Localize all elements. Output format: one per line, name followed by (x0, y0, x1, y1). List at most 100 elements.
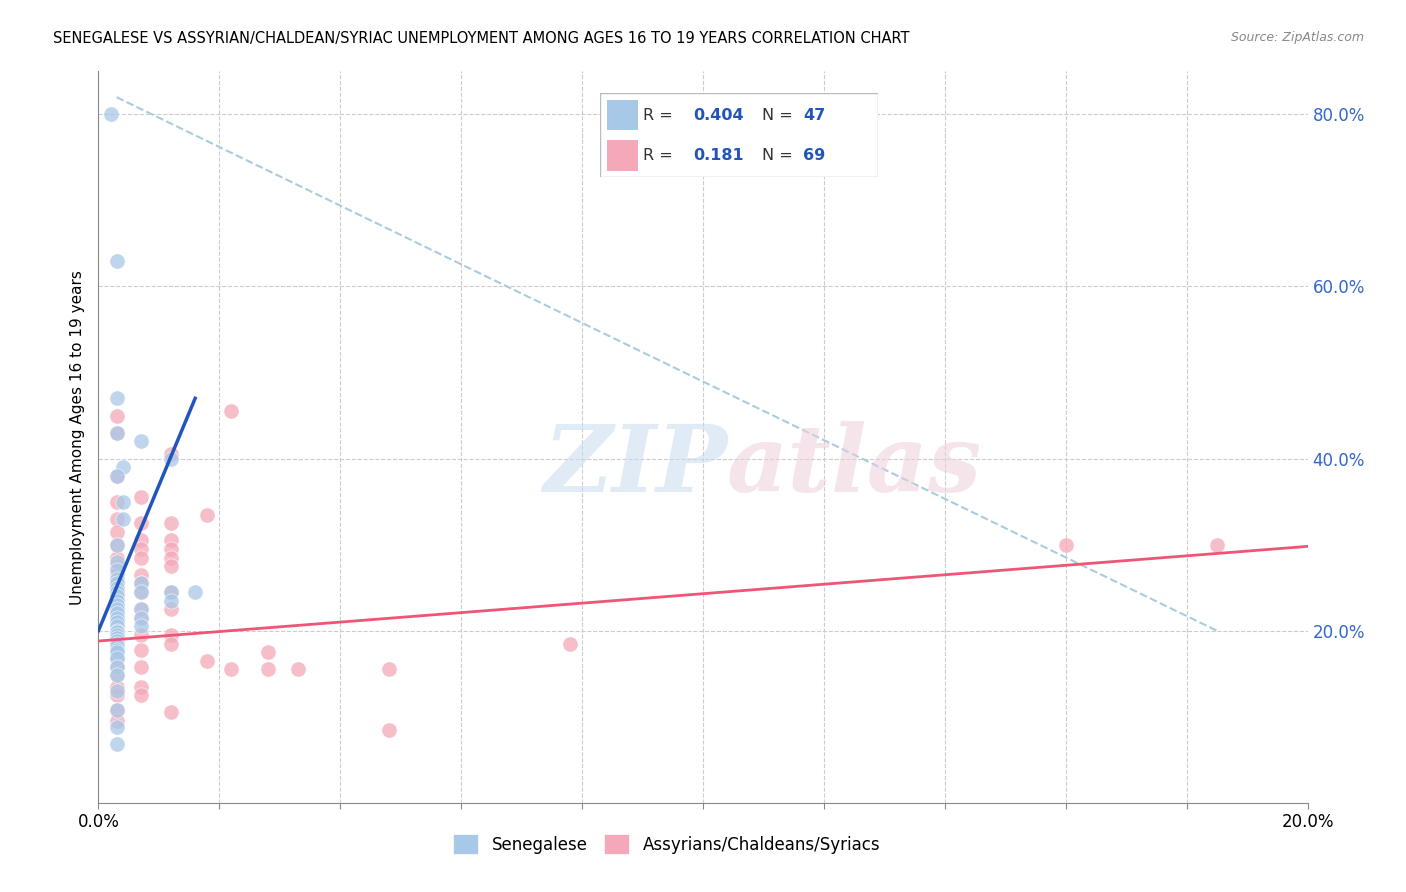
Point (105, 607, 128, 621)
Point (129, 585, 152, 599)
Point (105, 625, 128, 640)
Point (105, 642, 128, 657)
Point (100, 107, 122, 121)
Point (105, 581, 128, 595)
Point (105, 602, 128, 616)
Point (105, 628, 128, 642)
Point (105, 637, 128, 651)
Point (256, 662, 278, 676)
Point (129, 660, 152, 674)
Point (105, 668, 128, 682)
Point (105, 581, 128, 595)
Point (221, 404, 243, 418)
Point (105, 585, 128, 599)
Point (105, 585, 128, 599)
Point (129, 434, 152, 449)
Point (105, 593, 128, 607)
Point (105, 714, 128, 728)
Point (195, 654, 218, 668)
Point (105, 688, 128, 702)
Point (105, 567, 128, 582)
Text: atlas: atlas (727, 421, 983, 511)
Point (105, 253, 128, 268)
Point (105, 576, 128, 591)
Point (105, 550, 128, 565)
Point (105, 637, 128, 651)
Point (160, 706, 183, 720)
Point (111, 460, 134, 475)
Point (105, 589, 128, 603)
Point (105, 651, 128, 665)
Point (105, 611, 128, 625)
Point (129, 576, 152, 591)
Point (160, 628, 183, 642)
Point (160, 559, 183, 574)
Point (105, 615, 128, 629)
Point (160, 451, 183, 466)
Point (1206, 538, 1229, 552)
Point (105, 425, 128, 440)
Point (129, 567, 152, 582)
Point (129, 491, 152, 505)
Point (105, 607, 128, 621)
Point (129, 516, 152, 530)
Point (105, 538, 128, 552)
Text: Source: ZipAtlas.com: Source: ZipAtlas.com (1230, 31, 1364, 45)
Point (105, 615, 128, 629)
Point (105, 624, 128, 638)
Point (105, 624, 128, 638)
Point (105, 737, 128, 751)
Point (105, 703, 128, 717)
Point (287, 662, 309, 676)
Point (160, 585, 183, 599)
Point (184, 585, 207, 599)
Point (105, 634, 128, 648)
Point (105, 631, 128, 645)
Point (195, 508, 218, 522)
Point (105, 598, 128, 612)
Point (105, 598, 128, 612)
Point (160, 602, 183, 616)
Point (129, 619, 152, 633)
Point (256, 645, 278, 659)
Point (105, 619, 128, 633)
Point (105, 409, 128, 423)
Point (105, 651, 128, 665)
Point (111, 494, 134, 508)
Point (129, 680, 152, 694)
Point (160, 637, 183, 651)
Point (105, 611, 128, 625)
Point (105, 645, 128, 659)
Point (105, 524, 128, 539)
Point (377, 662, 399, 676)
Point (129, 576, 152, 591)
Point (105, 572, 128, 586)
Point (105, 720, 128, 734)
Text: ZIP: ZIP (543, 421, 727, 511)
Text: SENEGALESE VS ASSYRIAN/CHALDEAN/SYRIAC UNEMPLOYMENT AMONG AGES 16 TO 19 YEARS CO: SENEGALESE VS ASSYRIAN/CHALDEAN/SYRIAC U… (53, 31, 910, 46)
Point (105, 538, 128, 552)
Point (129, 550, 152, 565)
Point (558, 637, 581, 651)
Point (129, 585, 152, 599)
Point (160, 550, 183, 565)
Point (105, 559, 128, 574)
Point (105, 593, 128, 607)
Point (105, 555, 128, 569)
Point (160, 541, 183, 556)
Point (129, 611, 152, 625)
Point (160, 516, 183, 530)
Point (105, 703, 128, 717)
Point (160, 585, 183, 599)
Point (129, 611, 152, 625)
Point (129, 602, 152, 616)
Y-axis label: Unemployment Among Ages 16 to 19 years: Unemployment Among Ages 16 to 19 years (69, 269, 84, 605)
Point (105, 632, 128, 647)
Point (105, 680, 128, 694)
Point (105, 494, 128, 508)
Point (1054, 538, 1077, 552)
Point (105, 619, 128, 633)
Point (105, 660, 128, 674)
Point (105, 576, 128, 591)
Point (377, 723, 399, 737)
